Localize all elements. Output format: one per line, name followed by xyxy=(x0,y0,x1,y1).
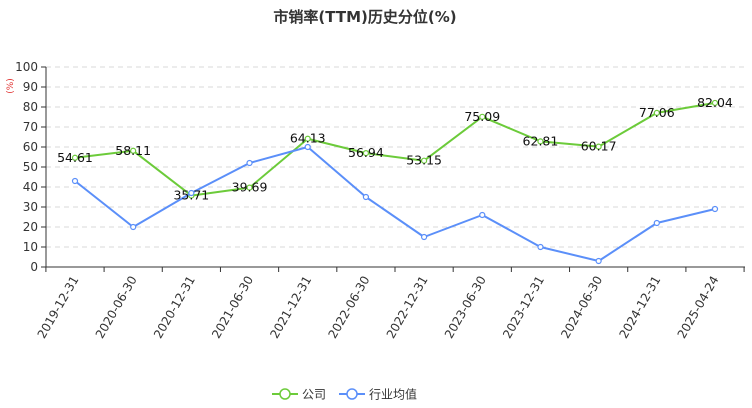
data-label: 75.09 xyxy=(464,109,500,124)
legend-item-1[interactable]: 行业均值 xyxy=(339,387,417,402)
data-point xyxy=(246,184,253,191)
data-point xyxy=(595,257,602,265)
data-point xyxy=(420,233,428,241)
y-tick-label: 20 xyxy=(23,220,38,234)
y-tick-label: 10 xyxy=(23,240,38,254)
x-tick-label: 2020-12-31 xyxy=(151,274,198,341)
data-point xyxy=(653,109,660,116)
data-point xyxy=(711,99,719,107)
y-axis-unit: (%) xyxy=(6,78,16,94)
legend[interactable]: 公司 行业均值 xyxy=(272,387,417,402)
data-point xyxy=(711,205,719,213)
data-point xyxy=(420,157,428,164)
series-line-0 xyxy=(74,101,716,197)
data-point xyxy=(304,135,311,142)
y-tick-label: 100 xyxy=(15,60,38,74)
y-tick-label: 50 xyxy=(23,160,38,174)
x-tick-label: 2021-12-31 xyxy=(267,274,314,341)
data-label: 77.06 xyxy=(639,105,675,120)
data-point xyxy=(362,193,370,201)
x-tick-label: 2023-06-30 xyxy=(442,274,489,341)
x-tick-label: 2021-06-30 xyxy=(209,274,256,341)
x-tick-label: 2019-12-31 xyxy=(35,274,82,341)
data-point xyxy=(479,211,486,219)
chart-title: 市销率(TTM)历史分位(%) xyxy=(273,8,456,26)
data-point xyxy=(362,150,370,157)
data-point xyxy=(130,223,137,231)
legend-marker xyxy=(279,388,291,400)
legend-item-0[interactable]: 公司 xyxy=(272,388,326,402)
data-label: 58.11 xyxy=(115,143,151,158)
data-label: 62.81 xyxy=(523,133,559,148)
data-point xyxy=(246,159,253,167)
data-label: 39.69 xyxy=(232,180,268,195)
y-tick-label: 90 xyxy=(23,80,38,94)
x-tick-label: 2020-06-30 xyxy=(93,274,140,341)
data-label: 60.17 xyxy=(581,139,617,154)
data-point xyxy=(130,147,137,154)
data-label: 56.94 xyxy=(348,145,384,160)
legend-label: 公司 xyxy=(302,388,326,402)
data-point xyxy=(479,113,486,120)
data-point xyxy=(653,219,660,227)
y-tick-label: 30 xyxy=(23,200,38,214)
data-point xyxy=(71,154,79,161)
data-labels: 54.61 58.11 35.71 39.69 64.13 56.94 53.15 75.09… xyxy=(57,95,733,203)
data-point xyxy=(595,143,602,150)
y-tick-label: 70 xyxy=(23,120,38,134)
x-tick-label: 2023-12-31 xyxy=(500,274,547,341)
x-tick-label: 2022-06-30 xyxy=(326,274,373,341)
data-point xyxy=(537,138,544,145)
data-label: 35.71 xyxy=(173,188,209,203)
data-point xyxy=(71,177,79,185)
data-label: 53.15 xyxy=(406,153,442,168)
y-tick-label: 40 xyxy=(23,180,38,194)
y-tick-label: 60 xyxy=(23,140,38,154)
data-label: 64.13 xyxy=(290,131,326,146)
data-label: 54.61 xyxy=(57,150,93,165)
legend-marker xyxy=(346,388,358,400)
x-tick-label: 2022-12-31 xyxy=(384,274,431,341)
x-tick-labels: 2019-12-31 2020-06-30 2020-12-31 2021-06-30… xyxy=(35,274,722,341)
data-point xyxy=(304,143,311,151)
y-tick-label: 0 xyxy=(30,260,38,274)
x-tick-label: 2024-12-31 xyxy=(616,274,663,341)
series-layer xyxy=(71,99,719,265)
data-point xyxy=(537,243,544,251)
data-label: 82.04 xyxy=(697,95,733,110)
y-tick-label: 80 xyxy=(23,100,38,114)
x-tick-label: 2024-06-30 xyxy=(558,274,605,341)
data-point xyxy=(188,189,195,197)
axes xyxy=(41,66,745,272)
legend-label: 行业均值 xyxy=(369,387,417,402)
x-tick-label: 2025-04-24 xyxy=(675,274,722,341)
series-line-1 xyxy=(74,146,716,262)
y-tick-labels: 0 10 20 30 40 50 60 70 80 90 100 xyxy=(15,60,38,274)
